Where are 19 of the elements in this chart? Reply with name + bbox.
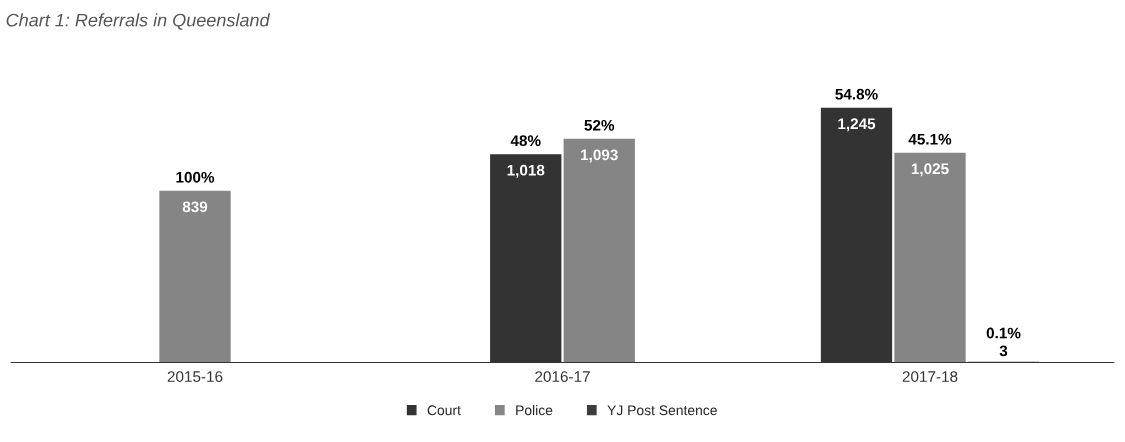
x-tick-label: 2016-17 (535, 371, 590, 382)
legend-label: Court (427, 405, 461, 416)
data-label: 1,025 (911, 163, 949, 177)
data-label: 1,093 (581, 149, 618, 163)
annotation: 52% (584, 119, 615, 131)
annotation: 0.1% (986, 327, 1021, 339)
annotation: 48% (510, 135, 541, 147)
chart-title: Chart 1: Referrals in Queensland (6, 13, 271, 30)
data-label: 3 (999, 345, 1008, 357)
text: 54.8% (835, 88, 878, 100)
x-tick-label: 2017-18 (902, 371, 958, 382)
legend-label: YJ Post Sentence (607, 405, 717, 416)
data-label: 1,245 (838, 118, 876, 132)
data-label: 839 (182, 201, 208, 213)
x-tick-label: 2015-16 (167, 371, 223, 382)
annotation: 45.1% (908, 133, 952, 145)
legend-label: Police (516, 405, 553, 416)
data-label: 1,018 (507, 164, 545, 178)
annotation: 100% (176, 171, 215, 183)
